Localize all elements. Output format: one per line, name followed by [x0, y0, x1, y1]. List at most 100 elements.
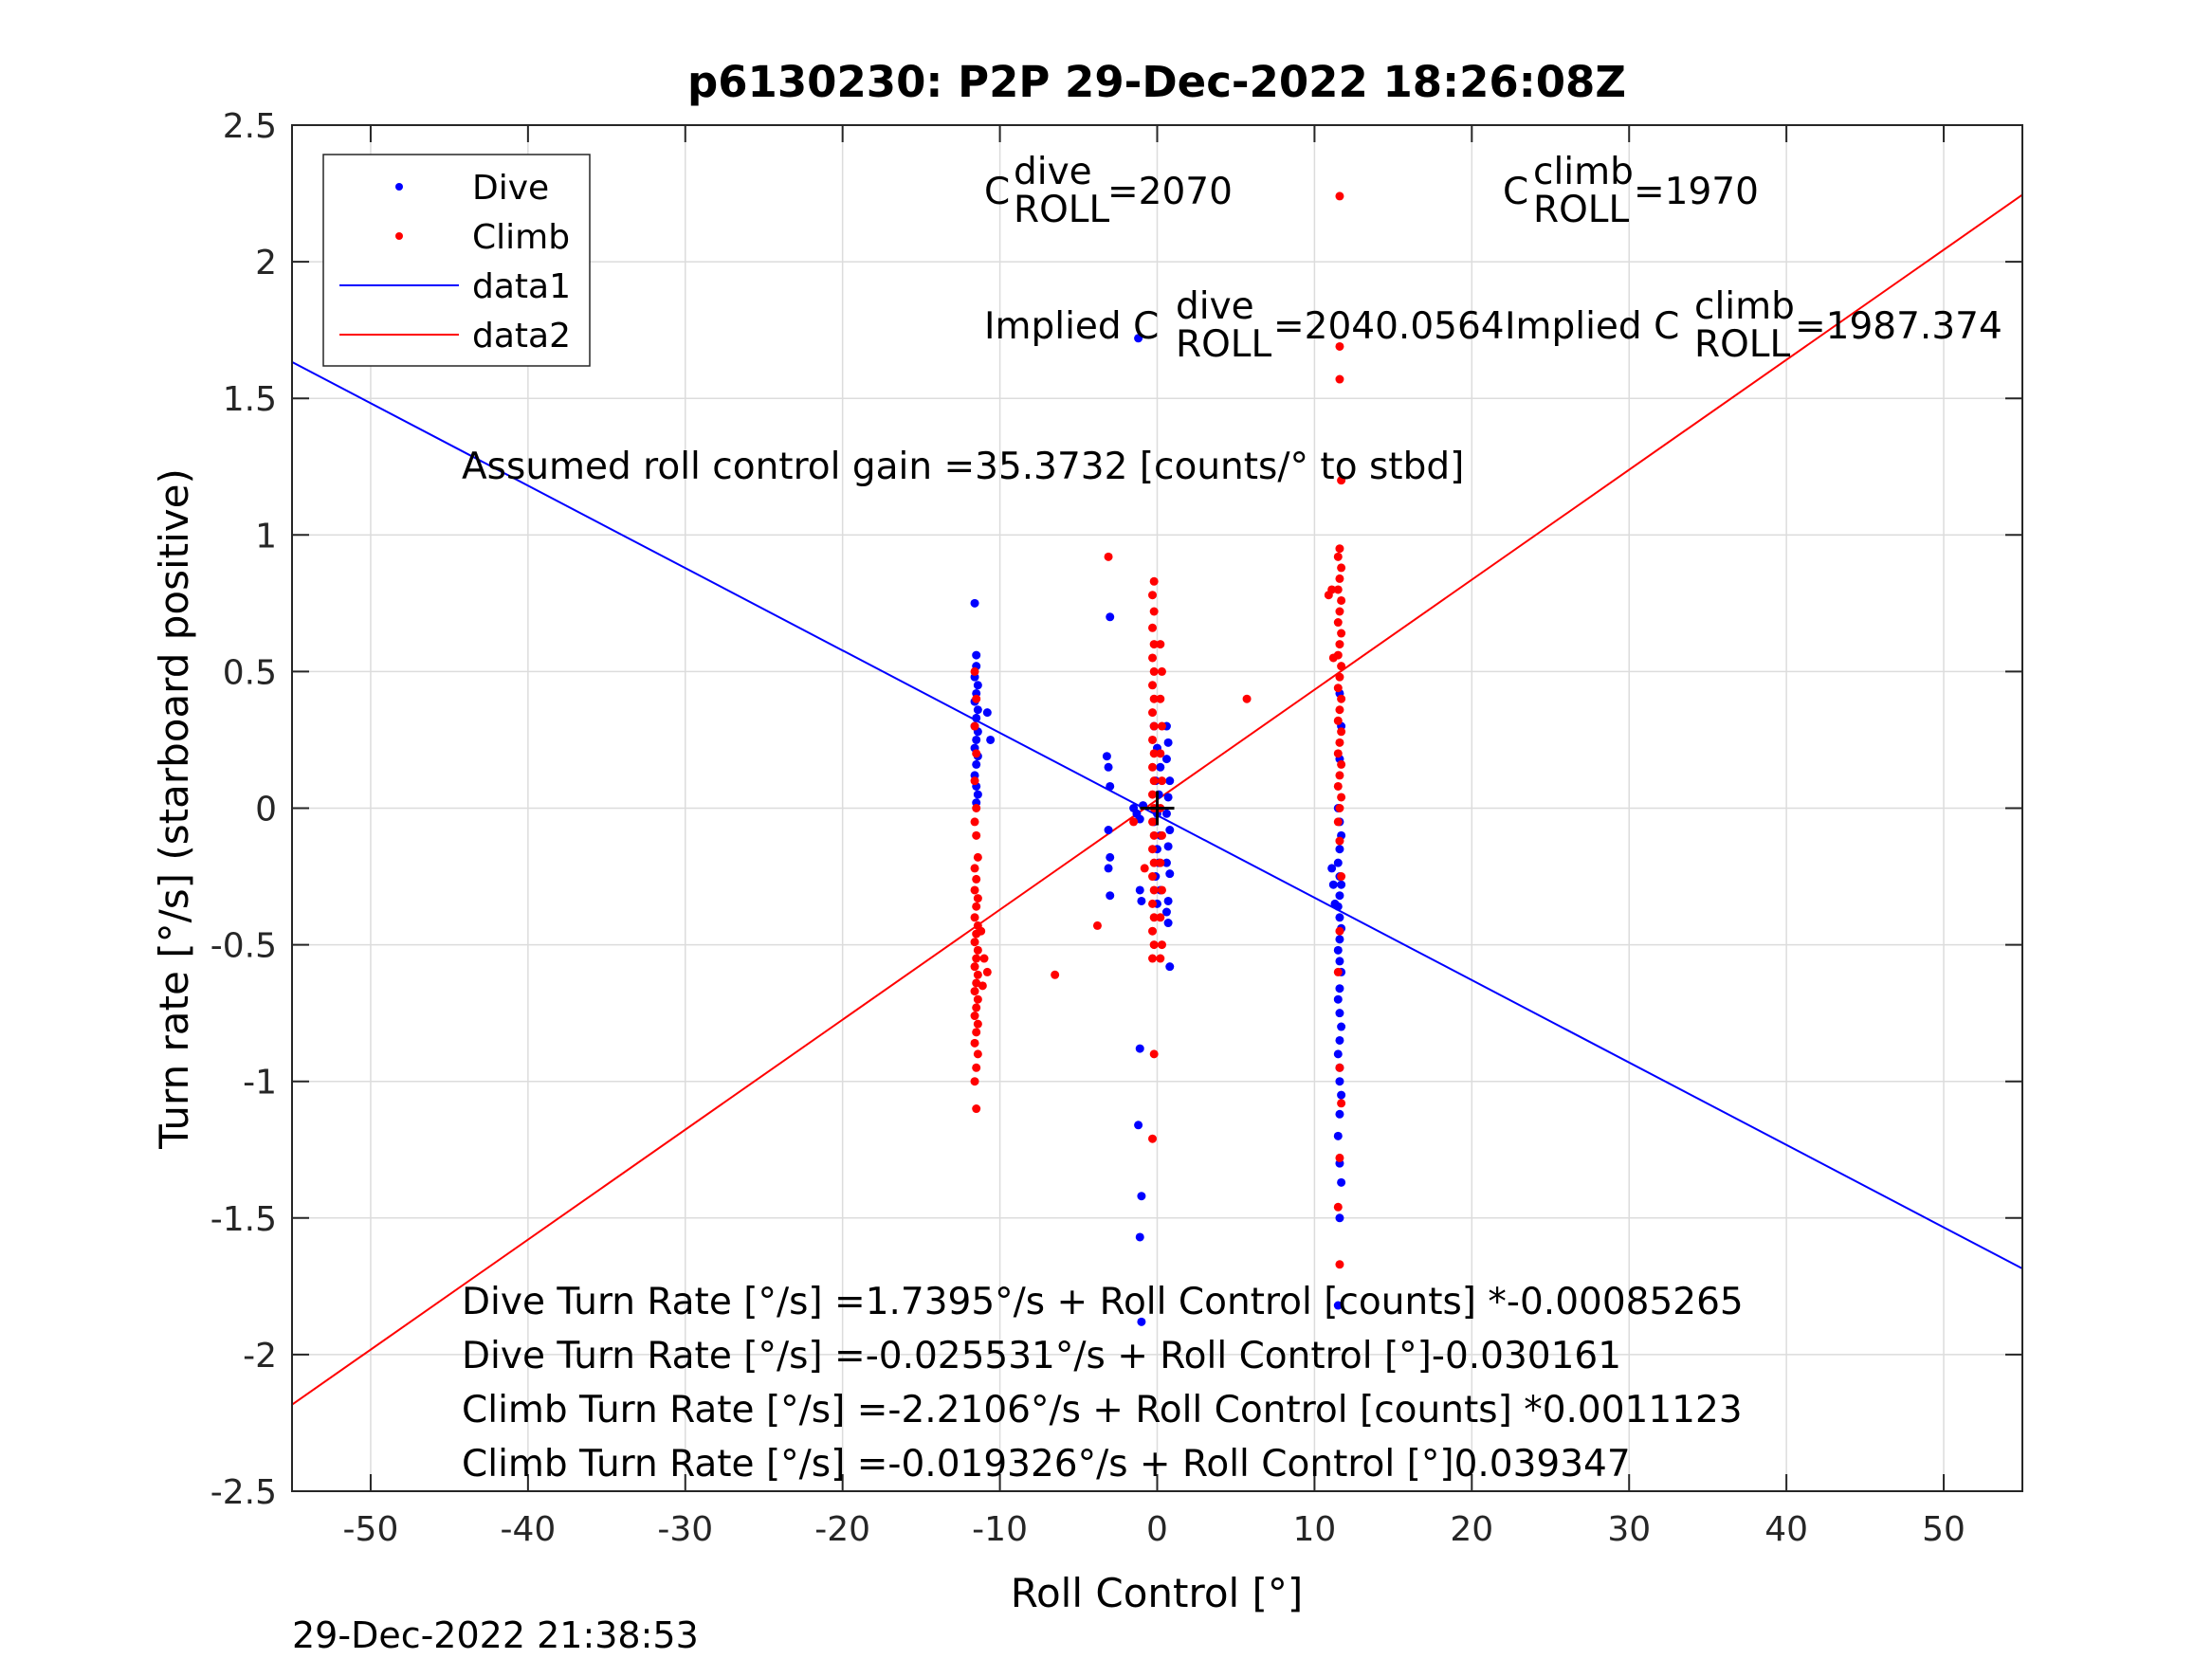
climb-point — [1148, 735, 1158, 744]
x-tick-label: 50 — [1922, 1510, 1965, 1549]
fit-dive-degrees: Dive Turn Rate [°/s] =-0.025531°/s + Rol… — [462, 1335, 1621, 1377]
dive-point — [1333, 1301, 1343, 1310]
dive-point — [1135, 1044, 1144, 1053]
climb-point — [1333, 749, 1343, 758]
legend-climb-marker — [395, 232, 403, 240]
climb-point — [1148, 817, 1158, 827]
y-axis-label: Turn rate [°/s] (starboard positive) — [151, 468, 197, 1150]
scatter-points — [970, 191, 1346, 1326]
climb-point — [1104, 552, 1113, 561]
c-dive-annotation: C dive ROLL =2070 — [984, 151, 1233, 231]
climb-point — [1333, 716, 1343, 725]
dive-point — [1163, 919, 1173, 928]
climb-point — [1157, 666, 1166, 676]
dive-point — [1161, 755, 1171, 764]
climb-point — [1149, 1049, 1159, 1059]
dive-point — [970, 598, 979, 608]
climb-point — [1337, 759, 1346, 769]
dive-point — [986, 735, 996, 744]
climb-point — [1333, 552, 1343, 561]
climb-point — [1149, 640, 1159, 649]
climb-point — [970, 1077, 979, 1086]
climb-point — [1157, 830, 1166, 840]
climb-point — [1335, 1153, 1344, 1162]
climb-point — [1333, 585, 1343, 594]
c-dive-sub: ROLL — [1014, 189, 1110, 231]
fit-dive-counts: Dive Turn Rate [°/s] =1.7395°/s + Roll C… — [462, 1281, 1744, 1323]
dive-point — [1337, 880, 1346, 889]
climb-point — [972, 830, 981, 840]
climb-point — [1149, 830, 1159, 840]
climb-point — [1335, 544, 1344, 554]
climb-point — [1157, 776, 1166, 786]
climb-point — [979, 954, 989, 963]
climb-point — [982, 967, 992, 976]
climb-point — [970, 913, 979, 922]
climb-point — [978, 981, 987, 991]
climb-point — [1149, 721, 1159, 731]
dive-point — [1328, 880, 1338, 889]
dive-point — [1163, 793, 1173, 802]
climb-point — [1156, 749, 1165, 758]
y-tick-label: 2.5 — [223, 107, 277, 146]
climb-point — [1324, 591, 1333, 600]
climb-point — [970, 721, 979, 731]
dive-point — [972, 713, 981, 722]
dive-point — [1333, 1131, 1343, 1140]
dive-point — [973, 681, 982, 690]
climb-point — [1149, 749, 1159, 758]
c-dive-base: C — [984, 171, 1010, 213]
climb-point — [1333, 967, 1343, 976]
dive-point — [1134, 1121, 1143, 1130]
climb-point — [1337, 1099, 1346, 1108]
implied-dive-value: =2040.0564 — [1273, 305, 1505, 348]
dive-point — [972, 759, 981, 769]
climb-point — [1140, 864, 1149, 873]
implied-climb-sup: climb — [1694, 285, 1795, 328]
climb-point — [973, 1019, 982, 1029]
climb-point — [972, 694, 981, 703]
climb-point — [1337, 727, 1346, 737]
dive-point — [1165, 776, 1175, 786]
climb-point — [1148, 872, 1158, 882]
dive-point — [1137, 896, 1146, 905]
climb-point — [1335, 836, 1344, 846]
climb-point — [1148, 653, 1158, 663]
y-tick-label: -2.5 — [210, 1473, 277, 1512]
x-axis-label: Roll Control [°] — [1011, 1570, 1304, 1616]
climb-point — [1328, 653, 1338, 663]
climb-point — [970, 817, 979, 827]
climb-point — [1148, 623, 1158, 632]
climb-point — [1335, 804, 1344, 812]
fit-climb-counts: Climb Turn Rate [°/s] =-2.2106°/s + Roll… — [462, 1389, 1743, 1431]
climb-point — [1149, 694, 1159, 703]
legend-dive-label: Dive — [472, 169, 549, 208]
x-tick-label: -40 — [500, 1510, 556, 1549]
climb-point — [1148, 762, 1158, 772]
footer-timestamp: 29-Dec-2022 21:38:53 — [292, 1614, 699, 1656]
climb-point — [973, 945, 982, 955]
climb-point — [972, 804, 981, 812]
dive-point — [1163, 842, 1173, 851]
x-tick-label: -50 — [343, 1510, 399, 1549]
dive-point — [1335, 845, 1344, 854]
climb-point — [977, 926, 986, 936]
dive-point — [1135, 885, 1144, 895]
dive-point — [1163, 896, 1173, 905]
dive-point — [1335, 1035, 1344, 1045]
axis-ticks: -50 -40 -30 -20 -10 0 10 20 30 40 50 2.5 2 1.5 1 0.5 0 -0… — [210, 107, 2022, 1549]
climb-point — [970, 666, 979, 676]
climb-point — [1149, 858, 1159, 867]
implied-dive-sub: ROLL — [1176, 323, 1272, 366]
implied-climb-annotation: Implied C climb ROLL =1987.374 — [1505, 285, 2002, 366]
dive-point — [1102, 752, 1111, 761]
c-dive-value: =2070 — [1107, 171, 1233, 213]
dive-point — [1104, 864, 1113, 873]
dive-point — [972, 735, 981, 744]
climb-point — [972, 1063, 981, 1072]
dive-point — [1165, 826, 1175, 835]
climb-point — [1333, 618, 1343, 628]
y-tick-label: -0.5 — [210, 927, 277, 966]
implied-dive-sup: dive — [1176, 285, 1254, 328]
